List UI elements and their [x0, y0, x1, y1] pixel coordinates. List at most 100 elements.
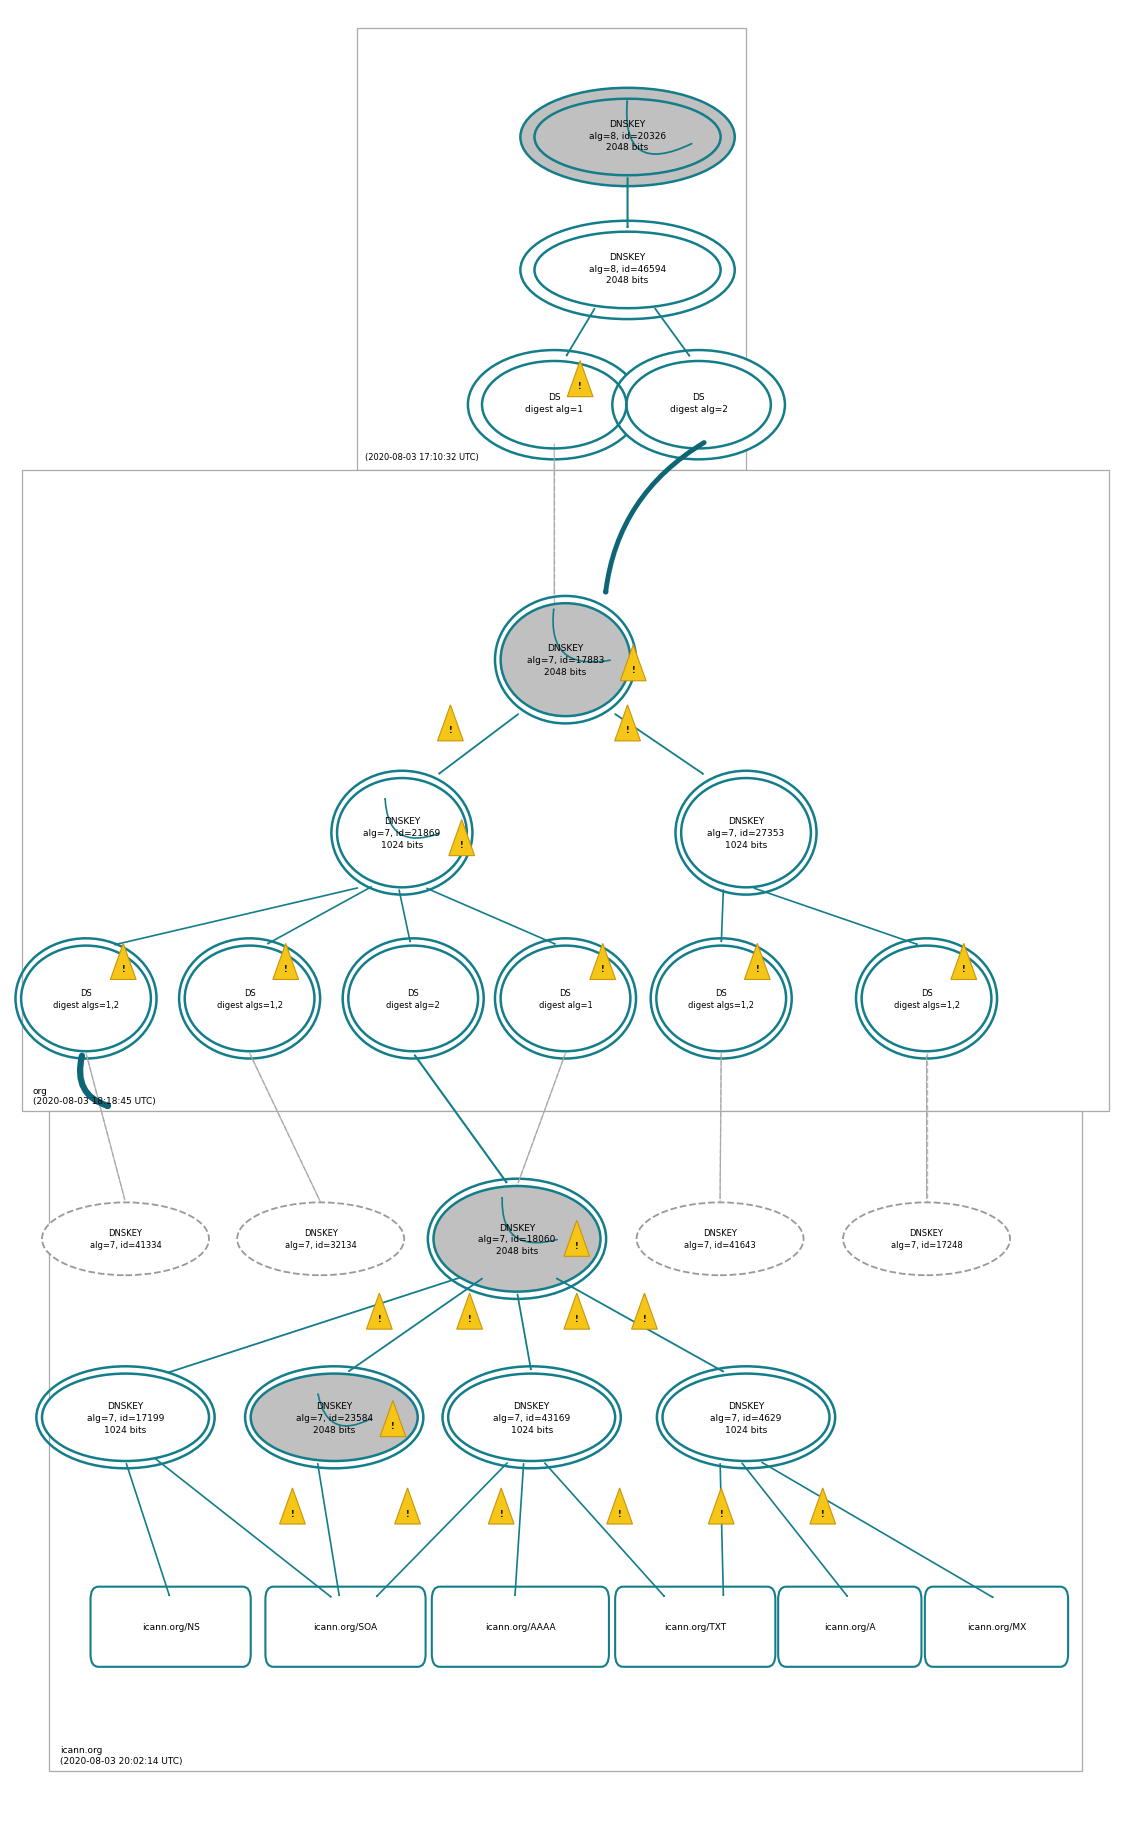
Text: DS
digest algs=1,2: DS digest algs=1,2 [217, 988, 283, 1010]
Polygon shape [489, 1488, 515, 1524]
Text: !: ! [575, 1314, 579, 1323]
Polygon shape [620, 645, 646, 682]
Ellipse shape [501, 946, 630, 1052]
Text: DNSKEY
alg=7, id=43169
1024 bits: DNSKEY alg=7, id=43169 1024 bits [493, 1402, 570, 1435]
Text: DS
digest alg=2: DS digest alg=2 [387, 988, 440, 1010]
Ellipse shape [681, 778, 811, 888]
Ellipse shape [348, 946, 478, 1052]
Text: !: ! [391, 1422, 395, 1431]
Polygon shape [449, 820, 475, 857]
Text: DS
digest alg=2: DS digest alg=2 [670, 394, 727, 414]
Ellipse shape [238, 1203, 404, 1276]
Text: !: ! [291, 1509, 294, 1519]
Text: icann.org/MX: icann.org/MX [967, 1622, 1026, 1632]
Ellipse shape [656, 946, 786, 1052]
Ellipse shape [520, 222, 735, 319]
Text: org
(2020-08-03 18:18:45 UTC): org (2020-08-03 18:18:45 UTC) [33, 1087, 156, 1105]
Text: !: ! [821, 1509, 824, 1519]
Text: DNSKEY
alg=7, id=41334: DNSKEY alg=7, id=41334 [89, 1229, 162, 1249]
Ellipse shape [184, 946, 314, 1052]
Text: !: ! [449, 726, 452, 735]
Text: DS
digest alg=1: DS digest alg=1 [525, 394, 584, 414]
Polygon shape [744, 944, 770, 981]
Text: DNSKEY
alg=8, id=20326
2048 bits: DNSKEY alg=8, id=20326 2048 bits [589, 120, 666, 153]
Polygon shape [568, 361, 593, 397]
Text: !: ! [500, 1509, 503, 1519]
Ellipse shape [448, 1375, 615, 1462]
Ellipse shape [843, 1203, 1010, 1276]
Text: DNSKEY
alg=7, id=27353
1024 bits: DNSKEY alg=7, id=27353 1024 bits [707, 817, 785, 850]
Ellipse shape [663, 1375, 829, 1462]
Polygon shape [457, 1293, 483, 1329]
Text: !: ! [719, 1509, 723, 1519]
Text: DNSKEY
alg=7, id=21869
1024 bits: DNSKEY alg=7, id=21869 1024 bits [363, 817, 441, 850]
Text: DNSKEY
alg=7, id=17883
2048 bits: DNSKEY alg=7, id=17883 2048 bits [527, 644, 604, 676]
Text: icann.org
(2020-08-03 20:02:14 UTC): icann.org (2020-08-03 20:02:14 UTC) [60, 1745, 182, 1765]
FancyBboxPatch shape [266, 1586, 425, 1666]
Polygon shape [564, 1221, 589, 1256]
Polygon shape [564, 1293, 589, 1329]
FancyBboxPatch shape [432, 1586, 608, 1666]
Text: !: ! [625, 726, 629, 735]
Text: DNSKEY
alg=8, id=46594
2048 bits: DNSKEY alg=8, id=46594 2048 bits [589, 253, 666, 284]
Ellipse shape [468, 350, 640, 459]
Text: DNSKEY
alg=7, id=17199
1024 bits: DNSKEY alg=7, id=17199 1024 bits [87, 1402, 164, 1435]
Polygon shape [951, 944, 977, 981]
FancyBboxPatch shape [21, 470, 1110, 1112]
Text: !: ! [378, 1314, 381, 1323]
FancyBboxPatch shape [778, 1586, 922, 1666]
FancyBboxPatch shape [615, 1586, 776, 1666]
Polygon shape [590, 944, 615, 981]
Text: !: ! [578, 383, 582, 392]
Polygon shape [810, 1488, 836, 1524]
Text: !: ! [406, 1509, 409, 1519]
Polygon shape [631, 1293, 657, 1329]
Polygon shape [708, 1488, 734, 1524]
Text: !: ! [460, 840, 464, 850]
Text: DS
digest algs=1,2: DS digest algs=1,2 [53, 988, 119, 1010]
Ellipse shape [862, 946, 992, 1052]
Text: !: ! [575, 1241, 579, 1251]
Text: DNSKEY
alg=7, id=32134: DNSKEY alg=7, id=32134 [285, 1229, 356, 1249]
Ellipse shape [520, 89, 735, 188]
Text: DS
digest alg=1: DS digest alg=1 [538, 988, 593, 1010]
Text: !: ! [618, 1509, 621, 1519]
Ellipse shape [612, 350, 785, 459]
Ellipse shape [337, 778, 467, 888]
Text: !: ! [756, 964, 759, 973]
Text: !: ! [631, 665, 634, 675]
Text: DNSKEY
alg=7, id=41643: DNSKEY alg=7, id=41643 [684, 1229, 756, 1249]
Ellipse shape [21, 946, 150, 1052]
Text: icann.org/NS: icann.org/NS [141, 1622, 199, 1632]
FancyBboxPatch shape [90, 1586, 251, 1666]
Polygon shape [273, 944, 299, 981]
Text: DNSKEY
alg=7, id=23584
2048 bits: DNSKEY alg=7, id=23584 2048 bits [295, 1402, 373, 1435]
Text: !: ! [962, 964, 966, 973]
Ellipse shape [42, 1203, 209, 1276]
Text: icann.org/A: icann.org/A [824, 1622, 875, 1632]
Text: DS
digest algs=1,2: DS digest algs=1,2 [688, 988, 754, 1010]
Text: DNSKEY
alg=7, id=17248: DNSKEY alg=7, id=17248 [890, 1229, 962, 1249]
FancyBboxPatch shape [925, 1586, 1068, 1666]
Text: icann.org/SOA: icann.org/SOA [313, 1622, 378, 1632]
Polygon shape [607, 1488, 632, 1524]
Polygon shape [614, 706, 640, 742]
Text: DNSKEY
alg=7, id=4629
1024 bits: DNSKEY alg=7, id=4629 1024 bits [710, 1402, 782, 1435]
Ellipse shape [433, 1187, 601, 1293]
Text: (2020-08-03 17:10:32 UTC): (2020-08-03 17:10:32 UTC) [364, 452, 478, 461]
Polygon shape [366, 1293, 392, 1329]
Polygon shape [111, 944, 136, 981]
Text: !: ! [642, 1314, 646, 1323]
FancyBboxPatch shape [49, 1112, 1082, 1770]
Ellipse shape [637, 1203, 803, 1276]
Text: !: ! [601, 964, 605, 973]
Polygon shape [395, 1488, 421, 1524]
Text: icann.org/AAAA: icann.org/AAAA [485, 1622, 555, 1632]
Polygon shape [279, 1488, 305, 1524]
Text: DS
digest algs=1,2: DS digest algs=1,2 [893, 988, 959, 1010]
Ellipse shape [251, 1375, 417, 1462]
Polygon shape [380, 1400, 406, 1437]
Text: !: ! [468, 1314, 472, 1323]
FancyBboxPatch shape [356, 29, 746, 470]
Text: !: ! [284, 964, 287, 973]
